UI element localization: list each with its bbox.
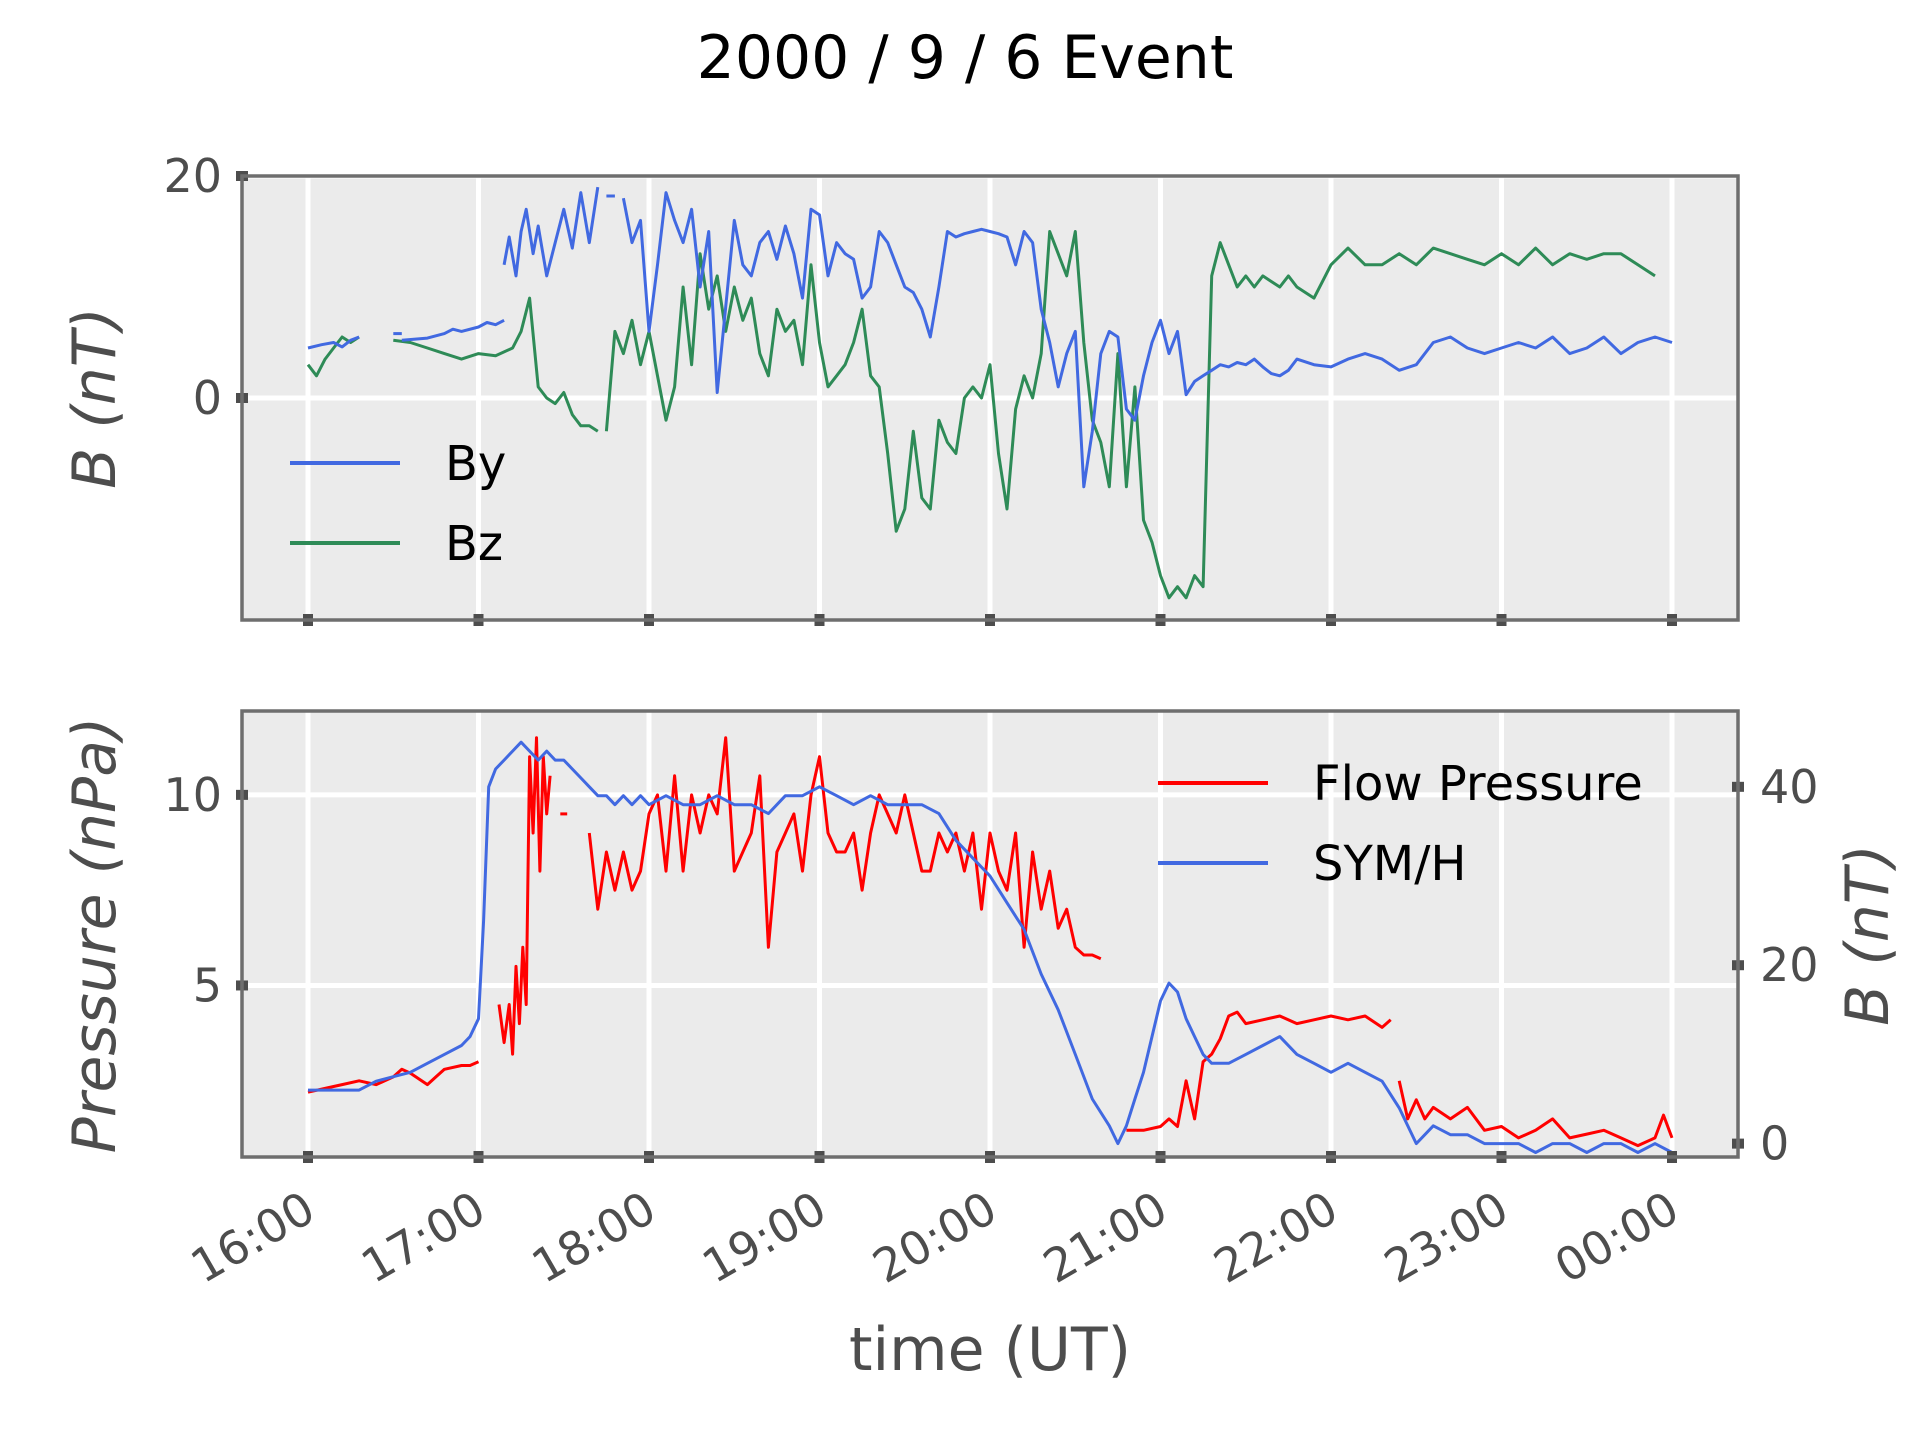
by-line-segment (502, 186, 600, 278)
bottom-ylabel-right-symbol: B (1833, 985, 1903, 1026)
bottom-xtick-label: 00:00 (1546, 1181, 1688, 1294)
top-ylabel-symbol: B (60, 448, 130, 489)
bottom-ylabel-left-unit: (nPa) (60, 717, 130, 875)
flow-pressure-line-segment (307, 1060, 480, 1094)
bottom-xtick-label: 23:00 (1375, 1181, 1517, 1294)
bottom-ytick-right-label: 20 (1760, 938, 1819, 992)
bottom-xtick-label: 18:00 (523, 1181, 665, 1294)
bottom-ytick-left-label: 10 (163, 768, 222, 822)
flow-pressure-line-segment (497, 736, 552, 1056)
top-ylabel: B (nT) (60, 307, 130, 489)
bottom-ylabel-right: B (nT) (1833, 844, 1903, 1026)
bottom-xlabel: time (UT) (849, 1315, 1131, 1385)
top-ytick-label: 0 (193, 371, 222, 425)
flow-pressure-line-segment (587, 736, 1102, 961)
bottom-xtick-label: 20:00 (864, 1181, 1006, 1294)
bottom-ytick-left-label: 5 (193, 958, 222, 1012)
legend-label-symh: SYM/H (1313, 836, 1466, 892)
bottom-xticks: 16:00 17:00 18:00 19:00 20:00 21:00 22:00 23:00… (182, 1151, 1688, 1294)
bottom-yticks-left: 5 10 (163, 768, 248, 1012)
top-frame (240, 174, 1740, 622)
bz-line-segment (393, 296, 599, 433)
top-yticks: 0 20 (163, 149, 248, 425)
bottom-xtick-label: 22:00 (1205, 1181, 1347, 1294)
symh-line-segment (308, 740, 1673, 1154)
flow-pressure-line-segment (1126, 1010, 1392, 1132)
bottom-xtick-label: 17:00 (352, 1181, 494, 1294)
bottom-grid (242, 711, 1738, 1157)
top-ytick-label: 20 (163, 149, 222, 203)
bottom-ytick-right-label: 0 (1760, 1117, 1789, 1171)
top-legend: By Bz (290, 436, 506, 572)
bz-line-segment (604, 230, 1656, 600)
bottom-ylabel-left: Pressure (nPa) (60, 717, 130, 1154)
bottom-ylabel-left-word: Pressure (60, 893, 130, 1153)
by-line-segment (307, 335, 360, 350)
by-line-segment (401, 318, 505, 342)
bz-line-segment (306, 335, 360, 378)
flow-pressure-line-segment (1397, 1080, 1674, 1148)
legend-label-flow-pressure: Flow Pressure (1313, 756, 1643, 812)
bottom-xtick-label: 16:00 (182, 1181, 324, 1294)
bottom-xtick-label: 19:00 (693, 1181, 835, 1294)
top-lines (306, 186, 1673, 600)
bottom-lines (307, 736, 1674, 1154)
top-ylabel-unit: (nT) (60, 307, 130, 429)
chart-title: 2000 / 9 / 6 Event (697, 23, 1234, 93)
bottom-ylabel-right-unit: (nT) (1833, 844, 1903, 966)
top-panel: 0 20 B (nT) By Bz (60, 149, 1740, 626)
bottom-frame (240, 709, 1740, 1159)
bottom-yticks-right: 0 20 40 (1732, 760, 1819, 1171)
by-line-segment (621, 191, 1673, 489)
bottom-ytick-right-label: 40 (1760, 760, 1819, 814)
bottom-xtick-label: 21:00 (1034, 1181, 1176, 1294)
legend-label-bz: Bz (445, 516, 503, 572)
legend-label-by: By (445, 436, 506, 492)
bottom-panel: 5 10 0 20 40 16:00 17:00 18:00 19:00 20:00 21:00… (60, 709, 1903, 1385)
bottom-legend: Flow Pressure SYM/H (1158, 756, 1643, 892)
